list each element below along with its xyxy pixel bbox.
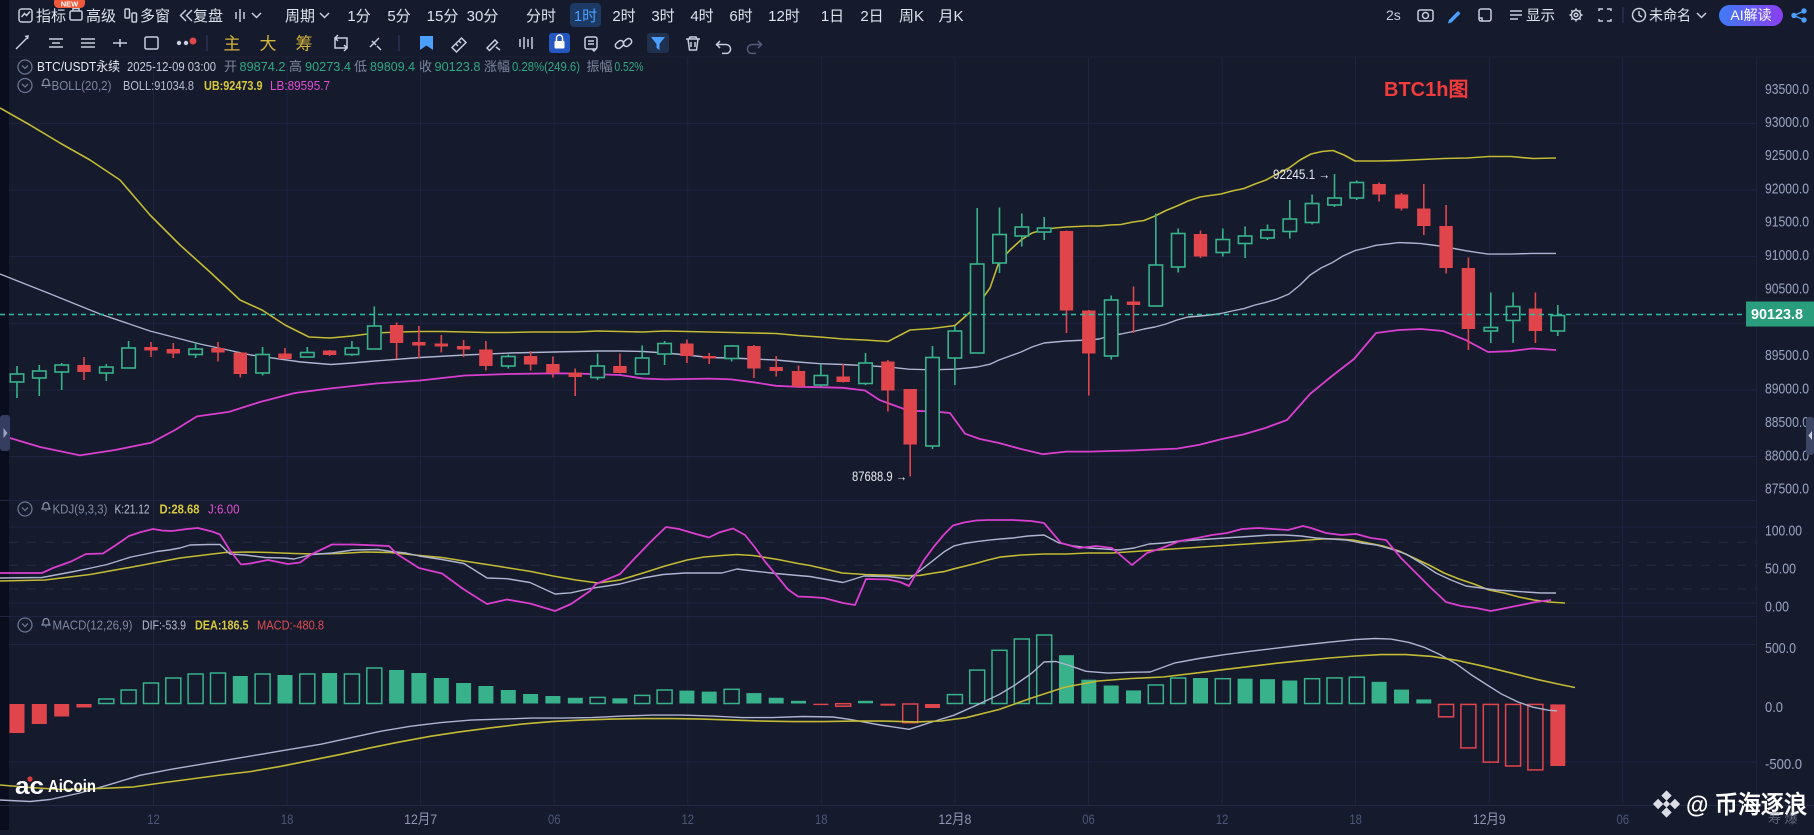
svg-text:18: 18 [281, 811, 294, 827]
svg-text:06: 06 [1082, 811, 1095, 827]
svg-text:NEW: NEW [61, 0, 79, 8]
svg-text:12月9: 12月9 [1473, 811, 1506, 827]
svg-text:2s: 2s [1386, 7, 1401, 23]
svg-text:AI解读: AI解读 [1730, 7, 1771, 23]
svg-text:91000.0: 91000.0 [1765, 247, 1809, 264]
svg-text:12: 12 [147, 811, 160, 827]
svg-text:D:28.68: D:28.68 [160, 502, 200, 517]
svg-text:12: 12 [1216, 811, 1229, 827]
svg-text:指标: 指标 [36, 8, 66, 25]
svg-text:5分: 5分 [387, 8, 410, 25]
svg-text:J:6.00: J:6.00 [208, 502, 240, 517]
svg-text:BTC1h图: BTC1h图 [1384, 78, 1468, 101]
svg-text:89500.0: 89500.0 [1765, 347, 1809, 364]
svg-text:高级: 高级 [86, 8, 116, 25]
svg-text:0.52%: 0.52% [615, 59, 644, 74]
svg-text:12月7: 12月7 [404, 811, 437, 827]
svg-text:MACD(12,26,9): MACD(12,26,9) [53, 618, 133, 633]
svg-text:100.00: 100.00 [1765, 523, 1802, 540]
svg-text:88000.0: 88000.0 [1765, 448, 1809, 465]
svg-text:-500.0: -500.0 [1765, 756, 1802, 773]
svg-text:月K: 月K [938, 8, 963, 25]
svg-text:@ 币海逐浪: @ 币海逐浪 [1686, 790, 1807, 819]
svg-text:MACD:-480.8: MACD:-480.8 [257, 618, 324, 633]
svg-text:89874.2: 89874.2 [240, 59, 286, 74]
svg-text:6时: 6时 [729, 8, 752, 25]
svg-text:1日: 1日 [821, 8, 844, 25]
svg-text:周K: 周K [899, 8, 924, 25]
svg-text:87688.9 →: 87688.9 → [852, 469, 907, 484]
svg-text:多窗: 多窗 [140, 7, 170, 25]
svg-text:DIF:-53.9: DIF:-53.9 [142, 618, 186, 633]
svg-text:0.0: 0.0 [1765, 699, 1783, 716]
svg-text:93500.0: 93500.0 [1765, 81, 1809, 98]
svg-text:2时: 2时 [612, 8, 635, 25]
svg-text:89809.4: 89809.4 [370, 59, 415, 74]
svg-text:30分: 30分 [467, 8, 499, 25]
svg-text:UB:92473.9: UB:92473.9 [204, 78, 263, 93]
svg-text:1分: 1分 [347, 8, 370, 25]
svg-text:振幅: 振幅 [587, 59, 613, 74]
svg-text:89000.0: 89000.0 [1765, 381, 1809, 398]
svg-text:大: 大 [260, 35, 277, 54]
svg-text:KDJ(9,3,3): KDJ(9,3,3) [53, 502, 108, 517]
svg-text:06: 06 [1617, 811, 1630, 827]
svg-text:93000.0: 93000.0 [1765, 114, 1809, 131]
svg-text:涨幅: 涨幅 [484, 59, 510, 74]
svg-text:90123.8: 90123.8 [435, 59, 481, 74]
svg-text:筹: 筹 [296, 35, 313, 54]
svg-text:92500.0: 92500.0 [1765, 147, 1809, 164]
svg-text:18: 18 [815, 811, 828, 827]
svg-text:50.00: 50.00 [1765, 561, 1796, 578]
svg-text:BTC/USDT永续: BTC/USDT永续 [37, 59, 120, 74]
svg-text:3时: 3时 [651, 8, 674, 25]
svg-text:90123.8: 90123.8 [1751, 306, 1803, 323]
svg-text:500.0: 500.0 [1765, 640, 1796, 657]
svg-text:4时: 4时 [690, 8, 713, 25]
svg-text:收: 收 [419, 59, 432, 74]
svg-text:15分: 15分 [427, 8, 459, 25]
svg-text:显示: 显示 [1526, 9, 1555, 25]
svg-text:06: 06 [548, 811, 561, 827]
svg-text:0.28%(249.6): 0.28%(249.6) [512, 59, 580, 74]
svg-text:88500.0: 88500.0 [1765, 414, 1809, 431]
svg-text:91500.0: 91500.0 [1765, 214, 1809, 231]
svg-text:低: 低 [354, 59, 367, 74]
svg-text:寿 爆: 寿 爆 [1768, 811, 1798, 826]
svg-text:复盘: 复盘 [193, 7, 223, 25]
svg-text:DEA:186.5: DEA:186.5 [195, 618, 249, 633]
svg-text:12月8: 12月8 [938, 811, 971, 827]
svg-text:90273.4: 90273.4 [305, 59, 351, 74]
svg-text:0.00: 0.00 [1765, 599, 1789, 616]
svg-text:分时: 分时 [526, 8, 556, 25]
svg-text:K:21.12: K:21.12 [115, 502, 150, 517]
svg-text:AiCoin: AiCoin [48, 776, 96, 796]
svg-text:12时: 12时 [768, 8, 800, 25]
svg-text:92245.1 →: 92245.1 → [1273, 167, 1330, 182]
svg-text:开: 开 [224, 59, 237, 74]
svg-text:高: 高 [289, 59, 302, 74]
svg-text:92000.0: 92000.0 [1765, 181, 1809, 198]
svg-text:周期: 周期 [285, 8, 315, 25]
svg-text:18: 18 [1349, 811, 1362, 827]
svg-text:2025-12-09 03:00: 2025-12-09 03:00 [127, 59, 216, 74]
svg-text:未命名: 未命名 [1649, 7, 1691, 25]
svg-text:主: 主 [224, 35, 241, 54]
svg-text:BOLL:91034.8: BOLL:91034.8 [123, 78, 194, 93]
svg-text:90500.0: 90500.0 [1765, 281, 1809, 298]
svg-text:87500.0: 87500.0 [1765, 481, 1809, 498]
svg-text:12: 12 [682, 811, 695, 827]
svg-text:2日: 2日 [860, 8, 883, 25]
svg-text:BOLL(20,2): BOLL(20,2) [52, 78, 112, 93]
svg-text:LB:89595.7: LB:89595.7 [270, 78, 330, 93]
svg-text:1时: 1时 [574, 8, 597, 25]
